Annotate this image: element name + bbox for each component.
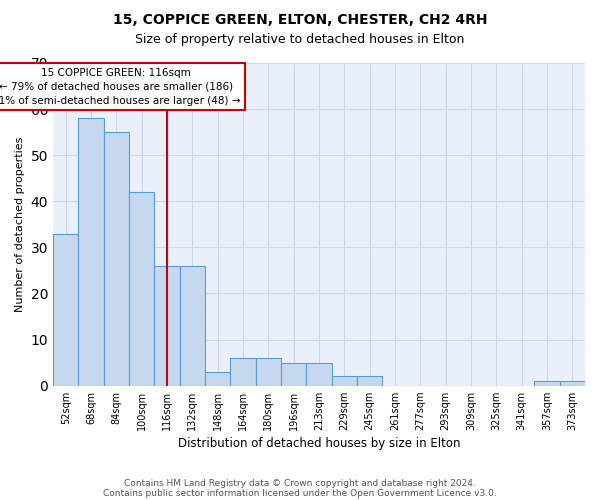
Y-axis label: Number of detached properties: Number of detached properties xyxy=(15,136,25,312)
Bar xyxy=(230,358,256,386)
Text: Size of property relative to detached houses in Elton: Size of property relative to detached ho… xyxy=(136,32,464,46)
Bar xyxy=(560,381,585,386)
Text: 15, COPPICE GREEN, ELTON, CHESTER, CH2 4RH: 15, COPPICE GREEN, ELTON, CHESTER, CH2 4… xyxy=(113,12,487,26)
Bar xyxy=(53,234,79,386)
X-axis label: Distribution of detached houses by size in Elton: Distribution of detached houses by size … xyxy=(178,437,460,450)
Bar xyxy=(205,372,230,386)
Bar xyxy=(281,362,307,386)
Bar xyxy=(307,362,332,386)
Text: 15 COPPICE GREEN: 116sqm
← 79% of detached houses are smaller (186)
21% of semi-: 15 COPPICE GREEN: 116sqm ← 79% of detach… xyxy=(0,68,241,106)
Text: Contains public sector information licensed under the Open Government Licence v3: Contains public sector information licen… xyxy=(103,488,497,498)
Bar xyxy=(154,266,179,386)
Bar xyxy=(104,132,129,386)
Bar xyxy=(79,118,104,386)
Bar xyxy=(256,358,281,386)
Bar xyxy=(332,376,357,386)
Bar xyxy=(129,192,154,386)
Bar xyxy=(179,266,205,386)
Text: Contains HM Land Registry data © Crown copyright and database right 2024.: Contains HM Land Registry data © Crown c… xyxy=(124,478,476,488)
Bar xyxy=(535,381,560,386)
Bar xyxy=(357,376,382,386)
